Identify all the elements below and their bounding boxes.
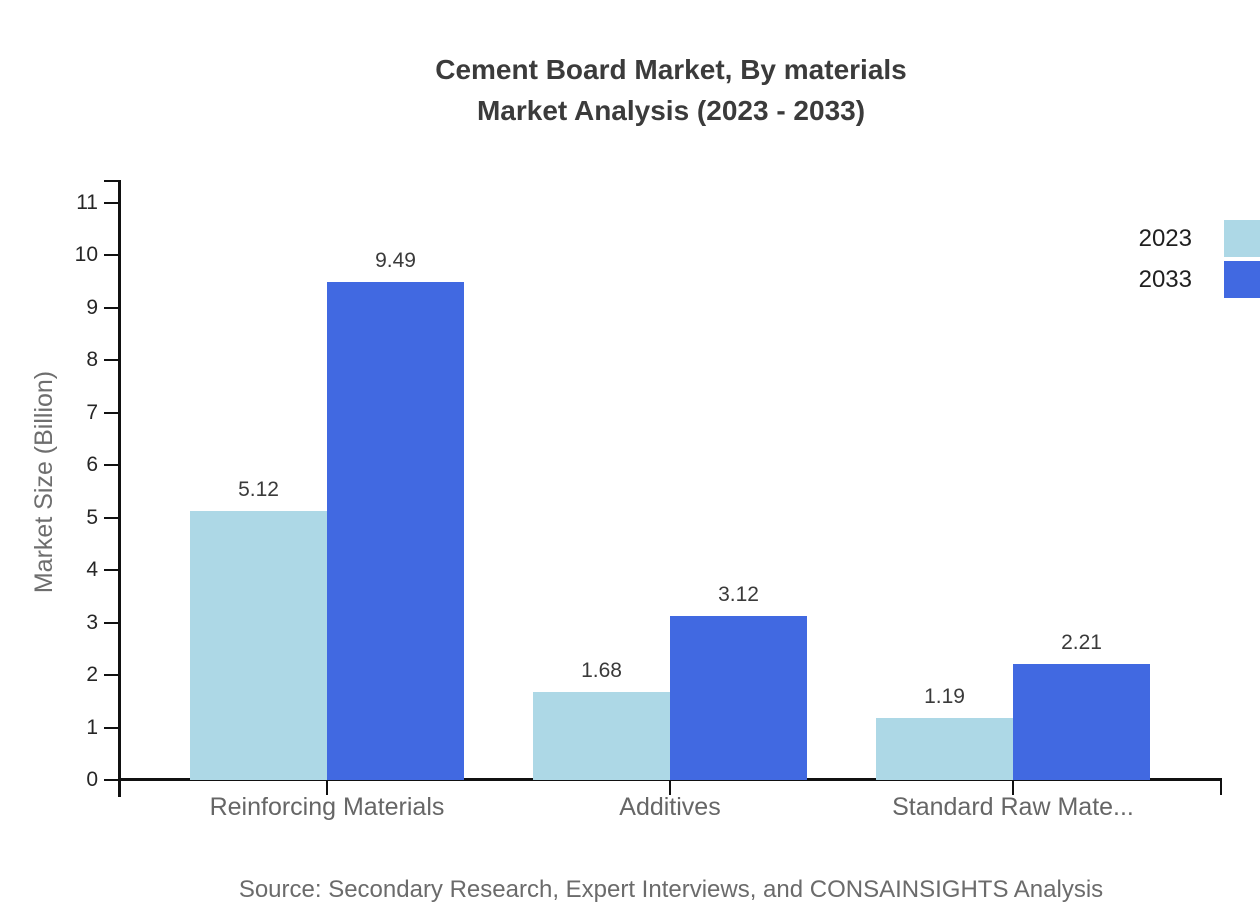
bar-2033 [670,616,807,780]
x-tick [1012,781,1014,795]
y-tick-label: 2 [86,663,98,686]
y-tick-label: 4 [86,558,98,581]
y-tick [104,201,118,204]
legend-label-2023: 2023 [1138,225,1192,252]
category-label: Standard Raw Mate... [892,793,1134,821]
bar-2023 [533,692,670,780]
y-tick [104,674,118,676]
legend-swatch-2033 [1224,261,1260,298]
bar-value-label: 3.12 [718,583,759,606]
legend-label-2033: 2033 [1138,266,1192,293]
y-tick [104,254,118,256]
bar-2023 [876,718,1013,780]
y-tick-label: 0 [86,768,98,791]
source-note: Source: Secondary Research, Expert Inter… [238,876,1104,903]
y-tick [104,359,118,361]
chart-title-line2: Market Analysis (2023 - 2033) [476,95,866,126]
x-tick [326,781,328,795]
y-tick [104,569,118,571]
y-tick-label: 1 [86,715,98,739]
category-label: Reinforcing Materials [209,793,445,821]
y-tick [104,779,118,781]
category-label: Additives [619,793,721,821]
y-tick [104,621,118,624]
bar-value-label: 9.49 [375,249,416,272]
y-tick [104,411,118,414]
bar-2023 [190,511,327,780]
y-tick-label: 5 [86,505,98,529]
y-tick [104,464,118,466]
y-tick-label: 9 [86,295,98,319]
bar-value-label: 2.21 [1061,631,1102,654]
y-tick-label: 10 [74,243,98,266]
bar-2033 [1013,664,1150,780]
y-tick-label: 8 [86,348,98,371]
y-tick [104,516,118,519]
legend-swatch-2023 [1224,220,1260,257]
y-tick [104,306,118,309]
y-axis-line [118,180,121,797]
y-tick-label: 7 [86,400,98,424]
bar-value-label: 5.12 [238,478,279,501]
chart-title-line1: Cement Board Market, By materials [435,54,907,85]
bar-value-label: 1.19 [924,685,965,708]
x-tick [669,781,671,795]
y-axis-end-cap [104,180,118,182]
chart-title: Cement Board Market, By materials Market… [120,49,1222,131]
bar-2033 [327,282,464,780]
bar-value-label: 1.68 [581,659,622,682]
y-tick-label: 11 [76,190,98,214]
y-tick-label: 3 [86,610,98,634]
x-axis-end-tick [1220,781,1222,795]
y-tick [104,726,118,729]
y-tick-label: 6 [86,453,98,476]
